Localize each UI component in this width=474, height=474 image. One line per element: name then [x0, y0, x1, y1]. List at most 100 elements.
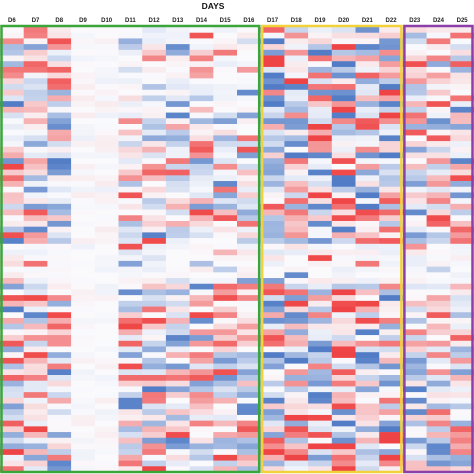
heatmap-cell — [94, 306, 119, 313]
heatmap-cell — [118, 295, 143, 302]
heatmap-cell — [260, 363, 285, 370]
heatmap-cell — [260, 380, 285, 387]
heatmap-cell — [237, 89, 261, 96]
heatmap-cell — [165, 454, 190, 461]
heatmap-cell — [118, 300, 143, 307]
heatmap-cell — [94, 255, 119, 262]
heatmap-cell — [165, 295, 190, 302]
heatmap-cell — [284, 226, 309, 233]
heatmap-cell — [189, 238, 214, 245]
heatmap-cell — [355, 335, 380, 342]
heatmap-cell — [189, 61, 214, 68]
heatmap-cell — [23, 112, 48, 119]
heatmap-cell — [260, 112, 285, 119]
heatmap-cell — [94, 392, 119, 399]
heatmap-cell — [189, 49, 214, 56]
heatmap-cell — [308, 317, 333, 324]
heatmap-cell — [165, 443, 190, 450]
heatmap-cell — [142, 123, 167, 130]
heatmap-cell — [94, 27, 119, 34]
heatmap-cell — [189, 317, 214, 324]
heatmap-cell — [189, 141, 214, 148]
heatmap-cell — [0, 32, 24, 39]
heatmap-cell — [71, 101, 96, 108]
heatmap-cell — [47, 409, 72, 416]
heatmap-cell — [284, 432, 309, 439]
heatmap-cell — [23, 175, 48, 182]
heatmap-cell — [94, 317, 119, 324]
heatmap-cell — [260, 260, 285, 267]
heatmap-cell — [284, 460, 309, 467]
heatmap-cell — [355, 449, 380, 456]
heatmap-cell — [189, 363, 214, 370]
heatmap-cell — [213, 72, 238, 79]
heatmap-cell — [379, 426, 404, 433]
heatmap-cell — [0, 272, 24, 279]
heatmap-cell — [450, 141, 474, 148]
heatmap-cell — [23, 363, 48, 370]
heatmap-cell — [118, 306, 143, 313]
heatmap-cell — [308, 95, 333, 102]
heatmap-cell — [237, 437, 261, 444]
heatmap-cell — [284, 260, 309, 267]
heatmap-cell — [118, 135, 143, 142]
heatmap-cell — [379, 386, 404, 393]
heatmap-cell — [260, 346, 285, 353]
heatmap-cell — [308, 357, 333, 364]
heatmap-cell — [450, 135, 474, 142]
heatmap-cell — [450, 232, 474, 239]
heatmap-cell — [308, 141, 333, 148]
heatmap-cell — [47, 449, 72, 456]
heatmap-cell — [0, 169, 24, 176]
heatmap-cell — [237, 95, 261, 102]
heatmap-cell — [189, 306, 214, 313]
heatmap-cell — [237, 266, 261, 273]
heatmap-cell — [284, 27, 309, 34]
heatmap-cell — [331, 409, 356, 416]
heatmap-cell — [47, 112, 72, 119]
heatmap-cell — [379, 295, 404, 302]
heatmap-cell — [0, 283, 24, 290]
heatmap-cell — [237, 392, 261, 399]
heatmap-cell — [142, 295, 167, 302]
heatmap-cell — [47, 61, 72, 68]
heatmap-cell — [118, 238, 143, 245]
heatmap-cell — [450, 238, 474, 245]
column-label-d25: D25 — [457, 18, 469, 24]
heatmap-cell — [189, 203, 214, 210]
heatmap-cell — [23, 386, 48, 393]
heatmap-cell — [426, 386, 451, 393]
heatmap-cell — [426, 226, 451, 233]
heatmap-cell — [213, 243, 238, 250]
heatmap-cell — [260, 152, 285, 159]
heatmap-cell — [189, 152, 214, 159]
heatmap-cell — [426, 129, 451, 136]
heatmap-cell — [379, 32, 404, 39]
heatmap-cell — [284, 357, 309, 364]
heatmap-cell — [47, 146, 72, 153]
heatmap-cell — [94, 32, 119, 39]
heatmap-cell — [142, 95, 167, 102]
heatmap-cell — [142, 375, 167, 382]
heatmap-cell — [426, 66, 451, 73]
heatmap-cell — [71, 352, 96, 359]
heatmap-cell — [308, 260, 333, 267]
heatmap-cell — [308, 49, 333, 56]
heatmap-cell — [284, 181, 309, 188]
heatmap-cell — [237, 426, 261, 433]
heatmap-cell — [165, 169, 190, 176]
heatmap-cell — [0, 340, 24, 347]
heatmap-cell — [213, 300, 238, 307]
heatmap-cell — [450, 118, 474, 125]
heatmap-cell — [331, 146, 356, 153]
heatmap-cell — [355, 283, 380, 290]
heatmap-cell — [355, 420, 380, 427]
heatmap-cell — [308, 72, 333, 79]
heatmap-cell — [0, 352, 24, 359]
heatmap-cell — [213, 49, 238, 56]
heatmap-cell — [23, 32, 48, 39]
heatmap-cell — [308, 466, 333, 473]
heatmap-cell — [450, 363, 474, 370]
heatmap-cell — [450, 414, 474, 421]
heatmap-cell — [165, 44, 190, 51]
